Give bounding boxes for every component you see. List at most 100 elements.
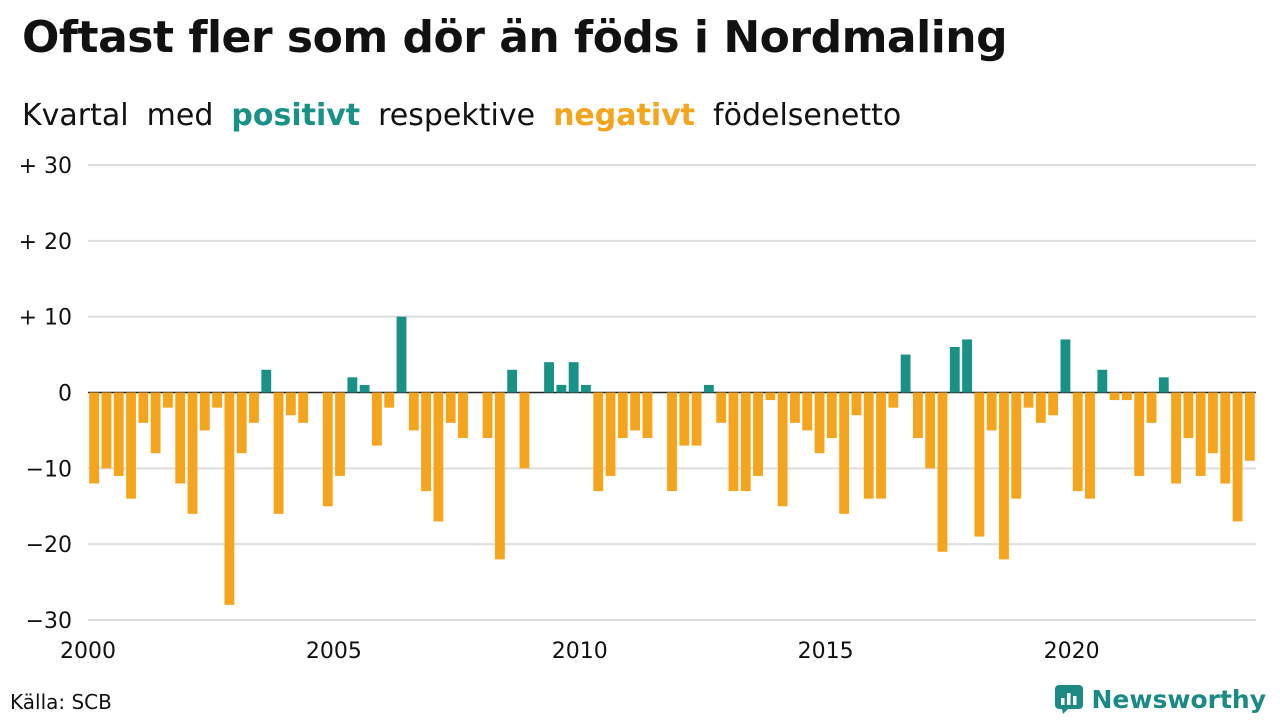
bar-negative (974, 392, 985, 537)
bar-negative (1146, 392, 1157, 423)
subtitle-text-med: med (146, 98, 214, 133)
bar-positive (261, 369, 272, 393)
bar-negative (814, 392, 825, 454)
bar-negative (1035, 392, 1046, 423)
bar-negative (912, 392, 923, 438)
bar-negative (285, 392, 296, 416)
bar-negative (408, 392, 419, 431)
bar-positive (347, 377, 358, 393)
bar-positive (900, 354, 911, 393)
bar-negative (519, 392, 530, 469)
bar-negative (593, 392, 604, 492)
bar-negative (163, 392, 173, 408)
subtitle-text-kvartal: Kvartal (22, 98, 129, 133)
bar-positive (581, 384, 591, 393)
bar-negative (126, 392, 136, 499)
bar-negative (1220, 392, 1231, 484)
bar-positive (1060, 339, 1071, 393)
bar-positive (1097, 369, 1108, 393)
y-tick-label: −20 (26, 533, 72, 558)
bar-negative (1072, 392, 1083, 492)
bar-positive (544, 362, 554, 393)
bar-negative (89, 392, 100, 484)
bar-negative (236, 392, 247, 454)
bar-negative (876, 392, 886, 499)
bar-negative (372, 392, 382, 446)
bar-positive (556, 384, 567, 393)
bar-negative (1134, 392, 1145, 476)
bar-negative (433, 392, 444, 522)
x-tick-label: 2010 (552, 639, 608, 664)
bar-negative (249, 392, 259, 423)
bar-negative (826, 392, 837, 438)
bar-negative (740, 392, 751, 492)
y-tick-label: −10 (26, 457, 72, 482)
bar-negative (839, 392, 850, 514)
y-tick-label: −30 (26, 609, 72, 634)
bar-negative (494, 392, 505, 560)
bar-negative (482, 392, 493, 438)
bar-negative (1244, 392, 1255, 461)
bar-negative (925, 392, 936, 469)
brand: Newsworthy (1054, 684, 1267, 714)
bar-negative (273, 392, 284, 514)
bar-negative (716, 392, 727, 423)
x-tick-label: 2005 (306, 639, 362, 664)
bar-negative (101, 392, 112, 469)
bar-negative (605, 392, 616, 476)
bar-negative (1232, 392, 1243, 522)
bar-negative (298, 392, 309, 423)
bar-negative (999, 392, 1009, 560)
bar-negative (1023, 392, 1034, 408)
bar-negative (138, 392, 149, 423)
chart-subtitle: Kvartal med positivt respektive negativt föde… (22, 98, 919, 133)
brand-name: Newsworthy (1091, 684, 1267, 714)
bar-positive (507, 369, 518, 393)
bar-positive (568, 362, 579, 393)
bar-positive (949, 347, 960, 393)
y-tick-label: + 30 (19, 154, 72, 179)
bar-positive (359, 384, 370, 393)
bar-negative (421, 392, 432, 492)
subtitle-text-fodelsenetto: födelsenetto (713, 98, 902, 133)
bar-negative (753, 392, 763, 476)
subtitle-text-respektive: respektive (378, 98, 536, 133)
bar-negative (1109, 392, 1120, 401)
bar-negative (1085, 392, 1095, 499)
bar-positive (396, 316, 407, 393)
subtitle-positive-word: positivt (231, 98, 361, 133)
bar-negative (1048, 392, 1059, 416)
bar-negative (175, 392, 186, 484)
bar-negative (728, 392, 739, 492)
x-tick-label: 2015 (798, 639, 854, 664)
y-tick-label: + 20 (19, 230, 72, 255)
bar-chart: + 30 + 20 + 10 0 −10 −20 −30 2000 2005 2010 2015 20… (19, 154, 1256, 664)
y-tick-label: 0 (58, 382, 72, 407)
bar-negative (212, 392, 223, 408)
bar-negative (1121, 392, 1132, 401)
bar-negative (851, 392, 862, 416)
subtitle-negative-word: negativt (553, 98, 696, 133)
bar-negative (113, 392, 124, 476)
source-note: Källa: SCB (10, 690, 112, 714)
bar-negative (986, 392, 997, 431)
bar-negative (790, 392, 800, 423)
bar-negative (458, 392, 468, 438)
newsworthy-logo-icon (1054, 685, 1083, 714)
bar-negative (863, 392, 874, 499)
bar-negative (445, 392, 456, 423)
bar-negative (691, 392, 702, 446)
bar-negative (199, 392, 210, 431)
bar-negative (1171, 392, 1182, 484)
bar-negative (667, 392, 677, 492)
y-tick-label: + 10 (19, 306, 72, 331)
bar-positive (962, 339, 972, 393)
bar-negative (384, 392, 395, 408)
bar-positive (703, 384, 714, 393)
x-tick-label: 2000 (60, 639, 116, 664)
bar-negative (335, 392, 345, 476)
bar-negative (937, 392, 948, 552)
bar-negative (679, 392, 690, 446)
bar-negative (802, 392, 813, 431)
bar-negative (1011, 392, 1022, 499)
